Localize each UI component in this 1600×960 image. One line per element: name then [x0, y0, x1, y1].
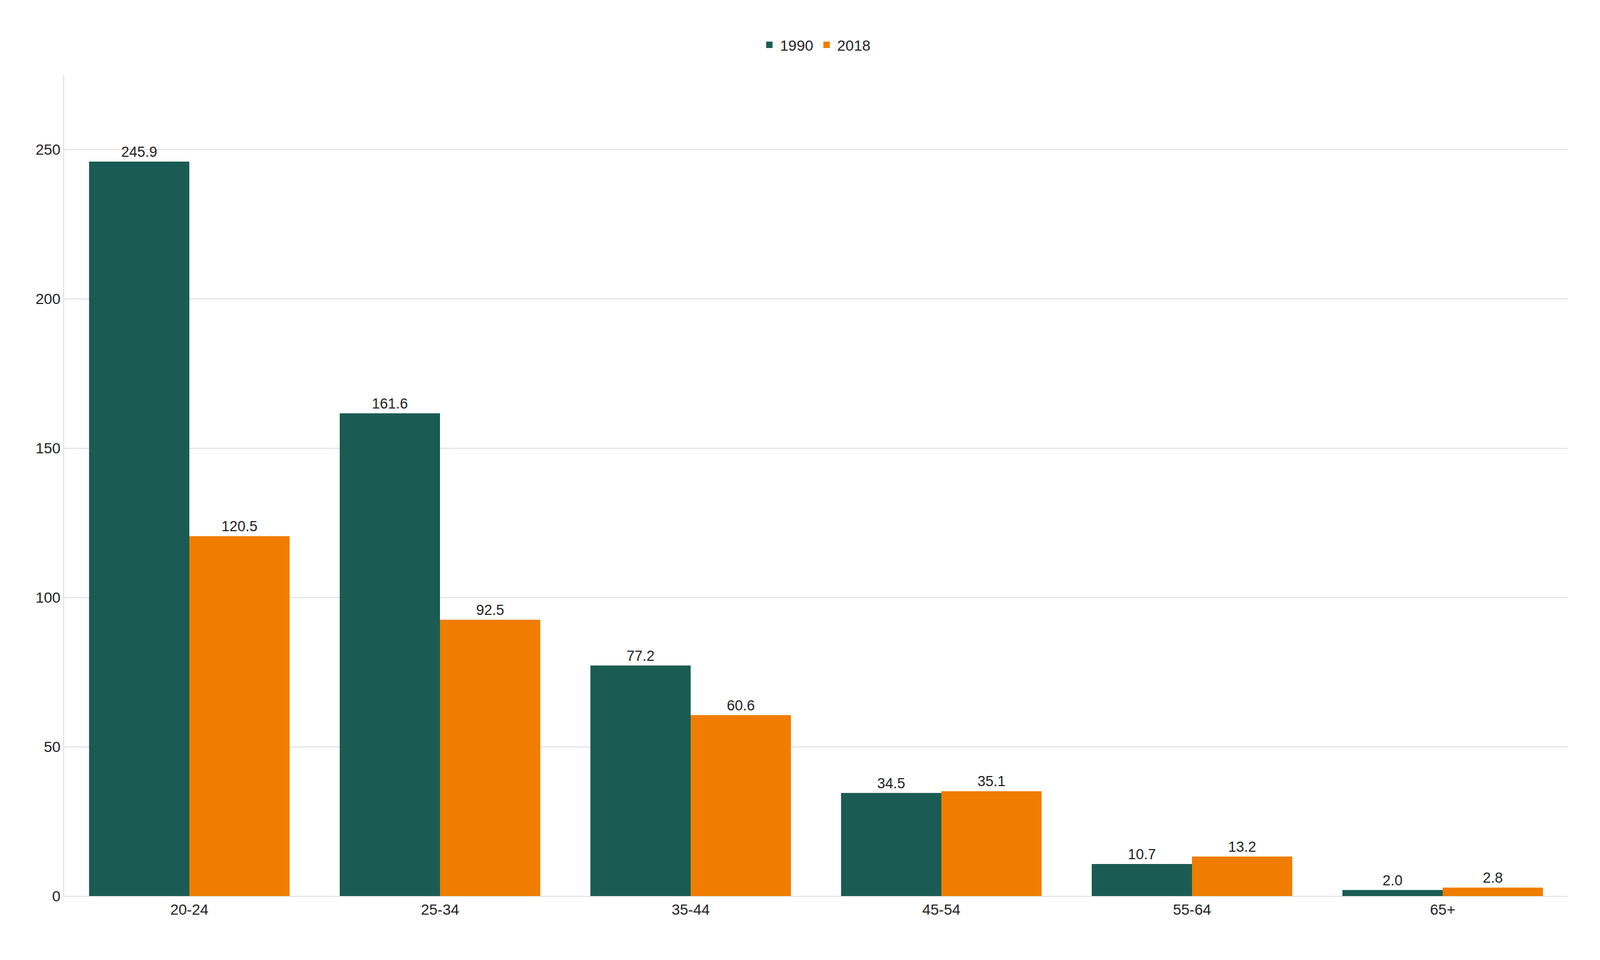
- svg-text:0: 0: [52, 888, 61, 905]
- svg-text:35-44: 35-44: [671, 901, 710, 918]
- svg-text:10.7: 10.7: [1128, 846, 1157, 863]
- svg-text:2018: 2018: [837, 37, 871, 54]
- svg-text:45-54: 45-54: [922, 901, 961, 918]
- svg-text:2.0: 2.0: [1382, 872, 1403, 889]
- svg-text:77.2: 77.2: [626, 648, 655, 664]
- svg-text:1990: 1990: [780, 37, 814, 54]
- svg-text:250: 250: [35, 141, 61, 158]
- svg-text:200: 200: [35, 290, 61, 308]
- svg-text:150: 150: [35, 440, 61, 457]
- svg-text:120.5: 120.5: [221, 518, 258, 535]
- svg-text:60.6: 60.6: [726, 697, 756, 714]
- svg-text:92.5: 92.5: [476, 602, 505, 619]
- svg-text:50: 50: [43, 738, 61, 756]
- svg-text:65+: 65+: [1429, 901, 1456, 918]
- svg-text:2.8: 2.8: [1482, 869, 1503, 886]
- svg-text:100: 100: [35, 589, 61, 606]
- svg-text:13.2: 13.2: [1228, 838, 1257, 855]
- svg-text:35.1: 35.1: [977, 773, 1006, 790]
- svg-text:55-64: 55-64: [1172, 901, 1212, 918]
- svg-text:161.6: 161.6: [371, 395, 408, 412]
- svg-text:25-34: 25-34: [420, 901, 460, 918]
- svg-text:34.5: 34.5: [877, 775, 906, 792]
- svg-text:245.9: 245.9: [121, 144, 158, 160]
- svg-text:20-24: 20-24: [170, 901, 209, 918]
